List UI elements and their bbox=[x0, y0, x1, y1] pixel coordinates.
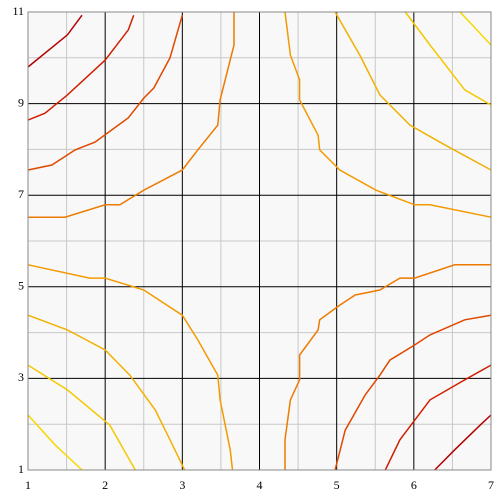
plot-frame bbox=[27, 11, 492, 471]
x-tick-label: 4 bbox=[257, 478, 263, 492]
y-tick-label: 1 bbox=[18, 462, 24, 476]
y-tick-label: 3 bbox=[18, 370, 24, 384]
y-tick-label: 9 bbox=[18, 95, 24, 109]
x-tick-label: 6 bbox=[411, 478, 417, 492]
contour-line bbox=[334, 11, 492, 171]
contour-line bbox=[28, 12, 235, 218]
contour-line bbox=[27, 264, 234, 471]
contour-line bbox=[334, 314, 492, 471]
x-tick-label: 7 bbox=[488, 478, 494, 492]
contour-line bbox=[284, 11, 492, 218]
contour-line bbox=[27, 364, 136, 471]
x-tick-label: 3 bbox=[179, 478, 185, 492]
contour-line bbox=[27, 14, 184, 171]
y-tick-label: 11 bbox=[12, 4, 24, 18]
x-tick-label: 5 bbox=[334, 478, 340, 492]
contour-line bbox=[27, 14, 83, 68]
y-tick-label: 7 bbox=[18, 187, 24, 201]
contour-line bbox=[27, 14, 135, 121]
contour-line bbox=[27, 414, 83, 471]
x-tick-label: 2 bbox=[102, 478, 108, 492]
contour-line bbox=[384, 364, 492, 471]
y-tick-label: 5 bbox=[18, 279, 24, 293]
x-tick-label: 1 bbox=[25, 478, 31, 492]
contour-line bbox=[404, 11, 492, 106]
contour-line bbox=[434, 414, 492, 471]
contour-line bbox=[284, 264, 491, 470]
contour-line bbox=[459, 11, 492, 46]
contour-line bbox=[27, 314, 186, 471]
